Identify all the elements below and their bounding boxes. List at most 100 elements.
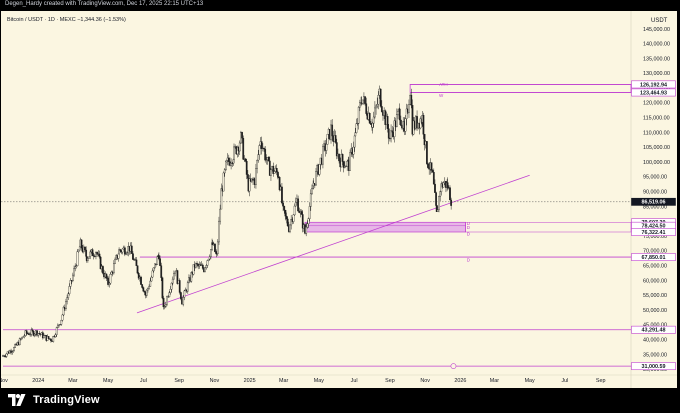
candle-body [186, 282, 189, 292]
candle-body [256, 160, 258, 169]
candle-body [179, 292, 182, 299]
candle-body [434, 183, 436, 193]
candle-body [171, 278, 174, 284]
candle-body [76, 251, 79, 266]
snapshot-credit: Degen_Hardy created with TradingView.com… [5, 1, 204, 7]
price-tick-label: 40,000.00 [643, 337, 667, 343]
price-axis-currency: USDT [651, 18, 668, 24]
candle-body [225, 161, 227, 170]
candle-body [59, 324, 62, 326]
chart-panel[interactable]: USDT ATH W D D D D 30,000.00 35,000.00 40,000.0… [1, 11, 677, 388]
candle-body [230, 162, 232, 166]
candle-body [123, 247, 126, 255]
candle-body [195, 263, 197, 268]
candle-body [391, 130, 394, 133]
candle-body [427, 163, 429, 168]
candle-body [143, 291, 146, 293]
candle-body [345, 165, 347, 167]
candle-body [149, 280, 152, 287]
candle-body [161, 277, 164, 299]
candle-body [192, 264, 195, 275]
candle-body [400, 119, 402, 126]
candle-body [43, 335, 45, 339]
candle-body [178, 280, 181, 293]
candle-body [78, 246, 81, 251]
price-tick-label: 130,000.00 [643, 71, 670, 77]
candle-body [11, 351, 14, 353]
candle-body [335, 142, 338, 157]
level-annotation: D [467, 225, 471, 230]
candle-body [21, 336, 23, 340]
candle-body [38, 333, 41, 335]
candle-body [308, 206, 311, 219]
time-tick-label: Jul [140, 378, 147, 384]
candle-body [245, 161, 248, 175]
tradingview-logo: TradingView [8, 392, 100, 408]
price-tick-label: 85,000.00 [643, 204, 667, 210]
candle-body [431, 170, 434, 173]
candle-body [135, 259, 138, 266]
candle-body [446, 182, 449, 188]
candle-body [77, 249, 80, 252]
price-tick-label: 100,000.00 [643, 160, 670, 166]
candle-body [37, 333, 40, 336]
candle-body [89, 251, 92, 258]
candle-body [311, 188, 313, 194]
candle-body [309, 193, 312, 207]
candle-body [442, 182, 445, 188]
candle-body [242, 137, 245, 160]
candle-body [359, 102, 361, 108]
time-tick-label: Nov [210, 378, 220, 384]
candle-body [140, 276, 142, 285]
candle-body [270, 169, 272, 176]
candle-body [219, 208, 222, 222]
candle-body [4, 356, 7, 358]
candle-body [118, 249, 120, 255]
candle-body [58, 324, 60, 326]
tradingview-wordmark: TradingView [33, 394, 100, 406]
level-annotation: D [467, 258, 471, 263]
candle-body [99, 256, 102, 270]
candle-body [47, 336, 50, 339]
candle-body [419, 118, 422, 129]
candle-body [176, 270, 179, 284]
price-tag-box [631, 80, 676, 89]
candle-body [208, 256, 211, 260]
candle-body [408, 104, 410, 113]
candle-body [207, 258, 210, 261]
candle-body [142, 287, 145, 292]
candle-body [289, 224, 291, 232]
candle-body [233, 146, 235, 160]
candle-body [244, 158, 247, 162]
candle-body [265, 159, 268, 161]
candle-body [390, 130, 392, 139]
candle-body [290, 219, 293, 226]
candle-body [36, 330, 38, 336]
candle-body [285, 215, 288, 220]
candle-body [386, 116, 389, 129]
candle-body [150, 276, 153, 282]
candle-body [67, 293, 70, 298]
candle-body [331, 124, 334, 137]
ath-box [409, 84, 632, 93]
candle-body [65, 301, 67, 310]
candle-body [376, 104, 379, 107]
tradingview-logo-icon [8, 394, 26, 406]
candle-body [25, 330, 28, 334]
time-tick-label: Mar [68, 378, 77, 384]
price-tick-label: 120,000.00 [643, 101, 670, 107]
time-tick-label: Mar [490, 378, 499, 384]
candle-body [61, 314, 64, 321]
candle-body [174, 271, 176, 274]
candle-body [435, 205, 438, 212]
candle-body [33, 333, 36, 336]
symbol-legend[interactable]: Bitcoin / USDT · 1D · MEXC −1,344.36 (−1… [7, 17, 126, 23]
candle-body [397, 110, 399, 115]
candle-body [283, 206, 286, 211]
time-tick-label: Mar [279, 378, 288, 384]
candle-body [216, 241, 219, 254]
candle-body [154, 263, 156, 268]
candle-body [260, 141, 263, 149]
